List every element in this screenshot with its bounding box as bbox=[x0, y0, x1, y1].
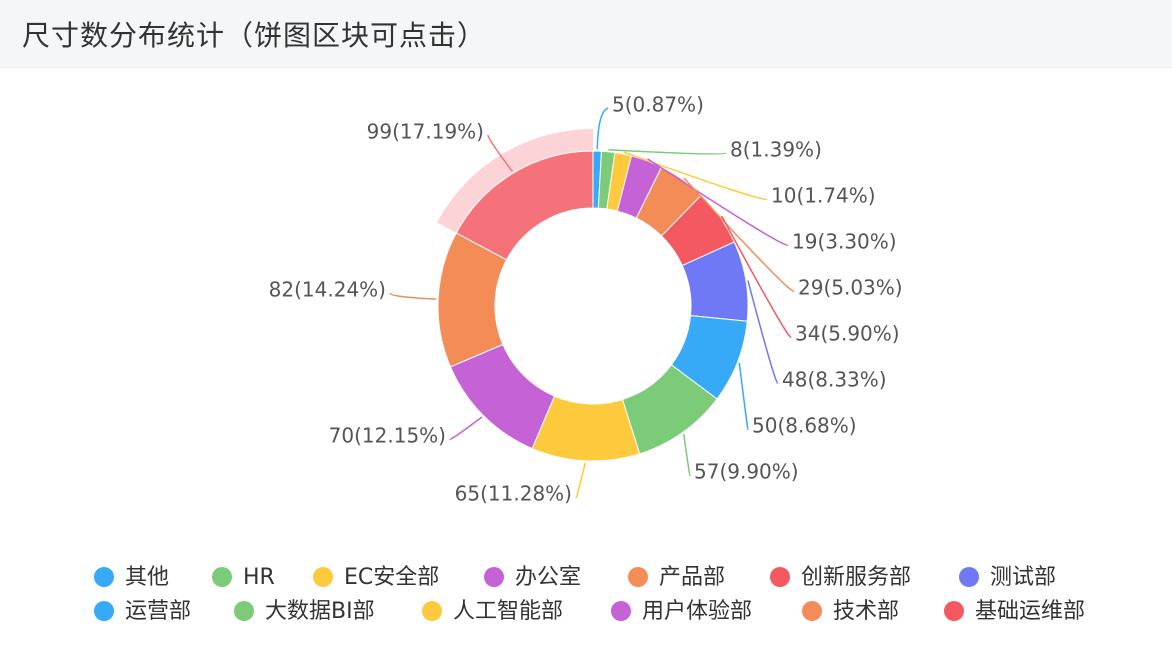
legend-item-创新服务部[interactable]: 创新服务部 bbox=[770, 565, 911, 590]
legend-item-运营部[interactable]: 运营部 bbox=[94, 599, 191, 624]
legend-label: 人工智能部 bbox=[453, 599, 563, 624]
legend-item-大数据bi部[interactable]: 大数据BI部 bbox=[234, 599, 375, 624]
legend-item-用户体验部[interactable]: 用户体验部 bbox=[611, 599, 752, 624]
label-line-办公室 bbox=[647, 158, 789, 246]
data-label-hr: 8(1.39%) bbox=[730, 138, 822, 162]
legend-swatch-icon bbox=[313, 567, 333, 587]
legend-swatch-icon bbox=[94, 567, 114, 587]
label-line-hr bbox=[608, 149, 727, 155]
legend-swatch-icon bbox=[611, 601, 631, 621]
slice-highlight-基础运维部 bbox=[436, 129, 593, 233]
data-label-ec安全部: 10(1.74%) bbox=[771, 184, 876, 208]
legend-label: 产品部 bbox=[659, 565, 725, 590]
legend-item-人工智能部[interactable]: 人工智能部 bbox=[422, 599, 563, 624]
legend-label: 技术部 bbox=[833, 599, 899, 624]
legend-item-测试部[interactable]: 测试部 bbox=[959, 565, 1056, 590]
data-label-测试部: 48(8.33%) bbox=[782, 368, 887, 392]
label-line-产品部 bbox=[683, 177, 795, 292]
legend-label: 办公室 bbox=[515, 565, 581, 590]
legend-swatch-icon bbox=[422, 601, 442, 621]
legend-label: EC安全部 bbox=[344, 565, 439, 590]
label-line-运营部 bbox=[738, 362, 749, 430]
legend-label: 测试部 bbox=[990, 565, 1056, 590]
legend-swatch-icon bbox=[802, 601, 822, 621]
legend-swatch-icon bbox=[212, 567, 232, 587]
data-label-运营部: 50(8.68%) bbox=[752, 414, 857, 438]
legend-swatch-icon bbox=[944, 601, 964, 621]
data-label-创新服务部: 34(5.90%) bbox=[795, 322, 900, 346]
legend-item-hr[interactable]: HR bbox=[212, 565, 275, 590]
page-title: 尺寸数分布统计（饼图区块可点击） bbox=[22, 19, 487, 52]
legend-item-办公室[interactable]: 办公室 bbox=[484, 565, 581, 590]
legend-item-ec安全部[interactable]: EC安全部 bbox=[313, 565, 439, 590]
legend-swatch-icon bbox=[234, 601, 254, 621]
label-line-大数据bi部 bbox=[683, 434, 691, 476]
legend-swatch-icon bbox=[94, 601, 114, 621]
pie-labels: 5(0.87%) 8(1.39%) 10(1.74%) 19(3.30%) 29(5.0… bbox=[269, 93, 903, 506]
pie-slice-基础运维部[interactable] bbox=[455, 150, 594, 261]
chart-header: 尺寸数分布统计（饼图区块可点击） bbox=[0, 0, 1172, 68]
legend-swatch-icon bbox=[770, 567, 790, 587]
legend-item-产品部[interactable]: 产品部 bbox=[628, 565, 725, 590]
legend-swatch-icon bbox=[484, 567, 504, 587]
label-line-其他 bbox=[596, 107, 609, 150]
label-line-创新服务部 bbox=[720, 215, 792, 338]
legend-label: 基础运维部 bbox=[975, 599, 1085, 624]
data-label-基础运维部: 99(17.19%) bbox=[367, 120, 484, 144]
label-line-用户体验部 bbox=[449, 416, 483, 440]
label-line-基础运维部 bbox=[487, 134, 513, 172]
data-label-其他: 5(0.87%) bbox=[612, 93, 704, 117]
data-label-技术部: 82(14.24%) bbox=[269, 278, 386, 302]
legend-label: 大数据BI部 bbox=[265, 599, 375, 624]
legend-label: HR bbox=[243, 565, 275, 590]
legend-label: 用户体验部 bbox=[642, 599, 752, 624]
data-label-办公室: 19(3.30%) bbox=[792, 230, 897, 254]
legend-label: 创新服务部 bbox=[801, 565, 911, 590]
data-label-大数据bi部: 57(9.90%) bbox=[694, 460, 799, 484]
legend-label: 运营部 bbox=[125, 599, 191, 624]
data-label-产品部: 29(5.03%) bbox=[798, 276, 903, 300]
label-line-测试部 bbox=[747, 280, 779, 384]
label-line-人工智能部 bbox=[575, 462, 587, 499]
legend-swatch-icon bbox=[959, 567, 979, 587]
label-line-技术部 bbox=[389, 292, 437, 300]
legend-swatch-icon bbox=[628, 567, 648, 587]
data-label-用户体验部: 70(12.15%) bbox=[329, 424, 446, 448]
legend-item-基础运维部[interactable]: 基础运维部 bbox=[944, 599, 1085, 624]
data-label-人工智能部: 65(11.28%) bbox=[455, 482, 572, 506]
legend-item-技术部[interactable]: 技术部 bbox=[802, 599, 899, 624]
legend-item-其他[interactable]: 其他 bbox=[94, 565, 169, 590]
pie-slices bbox=[436, 129, 749, 462]
legend-label: 其他 bbox=[125, 565, 169, 590]
